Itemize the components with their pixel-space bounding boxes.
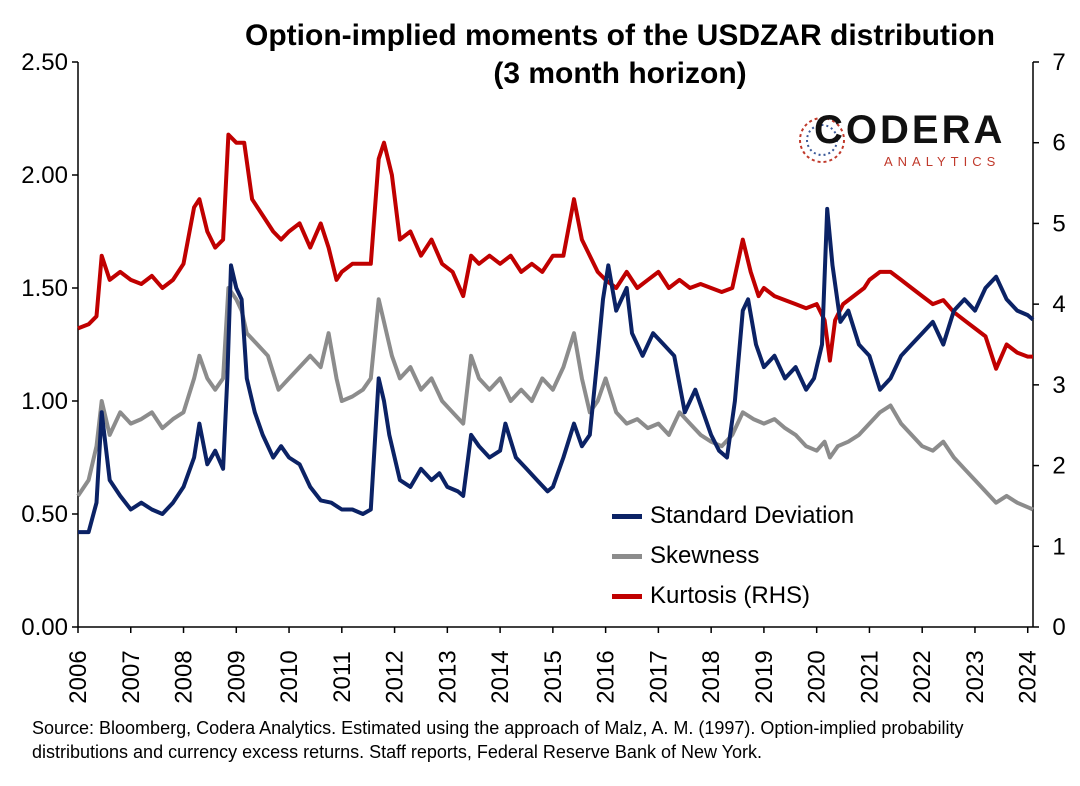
legend-swatch-kurt [612,593,642,599]
x-tick-label: 2009 [223,650,250,703]
x-tick-label: 2021 [856,650,883,703]
x-tick-label: 2015 [540,650,567,703]
codera-logo: CODERA ANALYTICS [796,108,1002,178]
legend-label-kurt: Kurtosis (RHS) [650,582,811,609]
x-tick-label: 2018 [698,650,725,703]
x-tick-label: 2013 [434,650,461,703]
x-tick-label: 2007 [118,650,145,703]
y-left-tick-label: 0.50 [21,501,68,528]
source-note: Source: Bloomberg, Codera Analytics. Est… [32,718,964,762]
y-right-tick-label: 4 [1052,291,1065,318]
x-tick-label: 2011 [329,651,356,703]
x-tick-label: 2008 [171,650,198,703]
x-tick-label: 2020 [804,650,831,703]
y-right-tick-label: 6 [1052,130,1065,157]
x-tick-label: 2012 [382,650,409,703]
x-tick-label: 2006 [65,650,92,703]
x-tick-label: 2017 [645,650,672,703]
y-right-tick-label: 1 [1052,533,1065,560]
y-right-tick-label: 3 [1052,372,1065,399]
series-line-standard-deviation [78,206,1035,535]
series-line-kurtosis-rhs [77,132,1033,371]
chart-title-line2: (3 month horizon) [493,57,747,90]
logo-sub: ANALYTICS [884,154,1001,169]
legend-item-skew: Skewness [612,536,854,576]
x-tick-label: 2010 [276,650,303,703]
x-tick-label: 2023 [962,650,989,703]
y-left-tick-label: 1.50 [21,275,68,302]
codera-logo-mark-icon [799,117,845,163]
legend-label-skew: Skewness [650,542,760,569]
y-left-tick-label: 2.00 [21,162,68,189]
y-right-tick-label: 0 [1052,614,1065,641]
y-right-tick-label: 5 [1052,210,1065,237]
y-right-tick-label: 7 [1052,49,1065,76]
chart-legend: Standard Deviation Skewness Kurtosis (RH… [612,496,854,616]
x-tick-label: 2014 [487,650,514,703]
x-tick-label: 2019 [751,650,778,703]
y-left-tick-label: 0.00 [21,614,68,641]
legend-item-kurt: Kurtosis (RHS) [612,576,854,616]
y-left-tick-label: 2.50 [21,49,68,76]
x-tick-label: 2022 [909,650,936,703]
legend-swatch-std [612,513,642,519]
x-tick-label: 2024 [1015,650,1042,703]
legend-item-std: Standard Deviation [612,496,854,536]
legend-swatch-skew [612,553,642,559]
series-line-skewness [76,286,1034,512]
line-chart: 0.00 0.50 1.00 1.50 2.00 2.50 0 1 2 3 4 5 6 7 2006 2007… [21,49,1065,704]
y-right-tick-label: 2 [1052,453,1065,480]
x-tick-label: 2016 [593,650,620,703]
legend-label-std: Standard Deviation [650,502,855,529]
logo-word: CODERA [814,108,1006,152]
y-left-tick-label: 1.00 [21,388,68,415]
chart-title-line1: Option-implied moments of the USDZAR dis… [245,19,995,52]
